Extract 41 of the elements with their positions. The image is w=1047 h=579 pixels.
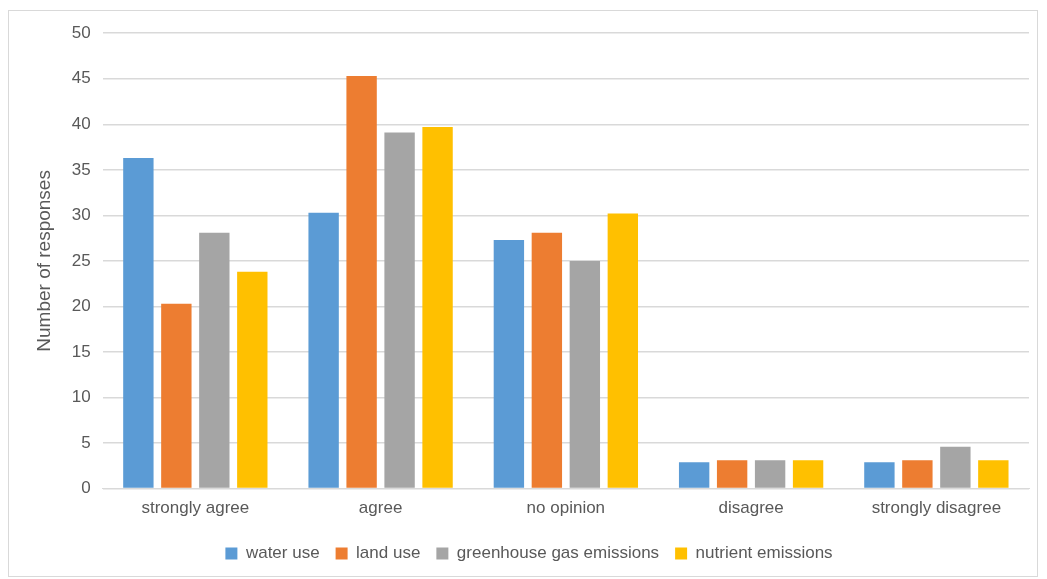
y-tick-label: 10: [71, 387, 91, 407]
y-tick-label: 25: [71, 250, 91, 270]
bar: [531, 232, 563, 488]
y-tick-label: 15: [71, 341, 91, 361]
bar: [237, 271, 268, 488]
x-tick-label: disagree: [718, 498, 784, 518]
legend-label: land use: [356, 543, 421, 563]
bar: [384, 132, 415, 488]
bar: [716, 460, 748, 488]
bar: [493, 239, 525, 488]
y-tick-label: 50: [71, 22, 91, 42]
y-tick-label: 20: [71, 296, 91, 316]
y-tick-label: 0: [81, 478, 91, 498]
bar: [978, 460, 1009, 488]
bar: [864, 462, 895, 488]
x-tick-label: strongly agree: [141, 498, 250, 518]
bar: [422, 127, 453, 488]
legend-label: nutrient emissions: [695, 543, 833, 563]
bar: [123, 157, 154, 488]
bar: [199, 232, 230, 488]
bar: [569, 260, 601, 488]
legend-label: water use: [244, 543, 320, 563]
bar: [902, 460, 933, 488]
bar: [308, 212, 339, 488]
y-tick-label: 30: [71, 205, 91, 225]
x-tick-label: no opinion: [526, 498, 606, 518]
bar: [678, 462, 710, 488]
y-tick-label: 5: [81, 432, 91, 452]
y-tick-label: 40: [71, 113, 91, 133]
bar: [940, 446, 971, 488]
bar: [754, 460, 786, 488]
y-tick-label: 45: [71, 68, 91, 88]
bar: [792, 460, 824, 488]
y-tick-label: 35: [71, 159, 91, 179]
x-tick-label: strongly disagree: [871, 498, 1002, 518]
bar: [161, 303, 192, 488]
bar: [346, 76, 377, 488]
bar: [607, 213, 639, 488]
y-axis-title: Number of responses: [32, 170, 54, 352]
legend-label: greenhouse gas emissions: [456, 543, 660, 563]
x-tick-label: agree: [358, 498, 403, 518]
